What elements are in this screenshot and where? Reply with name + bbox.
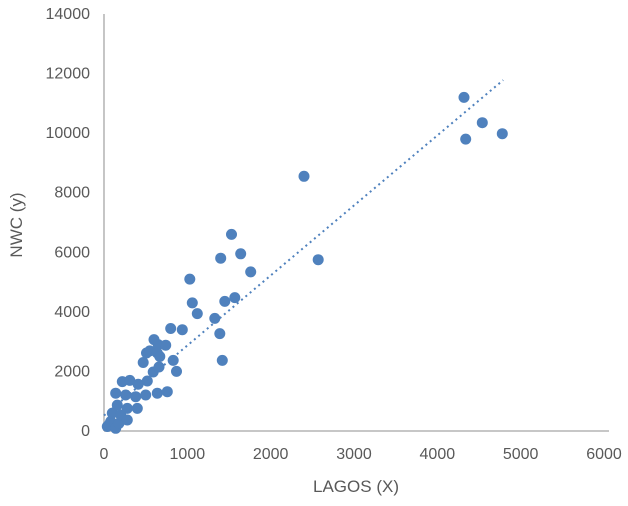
data-point: [151, 387, 163, 399]
data-point: [110, 387, 122, 399]
points-layer: [101, 91, 508, 434]
data-point: [476, 117, 488, 129]
data-point: [215, 252, 227, 264]
data-point: [184, 273, 196, 285]
x-tick-label: 4000: [420, 446, 456, 463]
data-point: [312, 254, 324, 266]
data-point: [171, 365, 182, 377]
y-tick-label: 12000: [46, 66, 91, 83]
data-point: [113, 417, 125, 429]
data-point: [186, 297, 198, 309]
data-point: [161, 386, 173, 398]
x-tick-label: 0: [100, 446, 109, 463]
y-tick-label: 6000: [54, 244, 90, 261]
y-tick-label: 2000: [54, 363, 90, 380]
data-point: [496, 128, 508, 140]
y-tick-label: 14000: [46, 6, 91, 23]
data-point: [460, 133, 472, 145]
data-point: [298, 170, 310, 182]
data-point: [160, 339, 172, 351]
data-point: [121, 414, 133, 426]
data-point: [137, 357, 149, 368]
data-point: [124, 374, 136, 386]
data-point: [235, 248, 247, 260]
data-point: [154, 351, 166, 362]
data-point: [214, 328, 226, 340]
x-axis-title: LAGOS (X): [313, 477, 399, 496]
data-point: [130, 391, 142, 403]
data-point: [140, 389, 152, 401]
data-point: [219, 295, 231, 307]
x-tick-label: 6000: [586, 446, 622, 463]
data-point: [458, 91, 470, 103]
trendline-layer: [103, 79, 504, 417]
y-tick-label: 0: [81, 423, 90, 440]
data-point: [165, 323, 177, 334]
data-point: [153, 361, 165, 373]
data-point: [167, 354, 179, 366]
tick-labels-layer: 0 1000 2000 3000 4000 5000 6000 0 2000 4000 6000 80…: [46, 6, 622, 463]
x-tick-label: 5000: [503, 446, 539, 463]
data-point: [191, 308, 203, 320]
data-point: [176, 324, 188, 336]
x-tick-label: 2000: [253, 446, 289, 463]
y-tick-label: 4000: [54, 304, 90, 321]
x-tick-label: 1000: [170, 446, 206, 463]
data-point: [226, 228, 237, 240]
data-point: [131, 402, 143, 414]
x-tick-label: 3000: [336, 446, 372, 463]
data-point: [120, 389, 132, 401]
trendline: [103, 79, 504, 417]
data-point: [132, 378, 144, 390]
data-point: [141, 375, 153, 387]
y-axis-title: NWC (y): [7, 192, 26, 257]
data-point: [245, 266, 257, 278]
axes-layer: [103, 14, 609, 432]
y-tick-label: 10000: [46, 125, 91, 142]
data-point: [229, 292, 241, 304]
data-point: [209, 312, 221, 324]
y-tick-label: 8000: [54, 185, 90, 202]
data-point: [216, 354, 228, 366]
data-point: [121, 402, 133, 414]
